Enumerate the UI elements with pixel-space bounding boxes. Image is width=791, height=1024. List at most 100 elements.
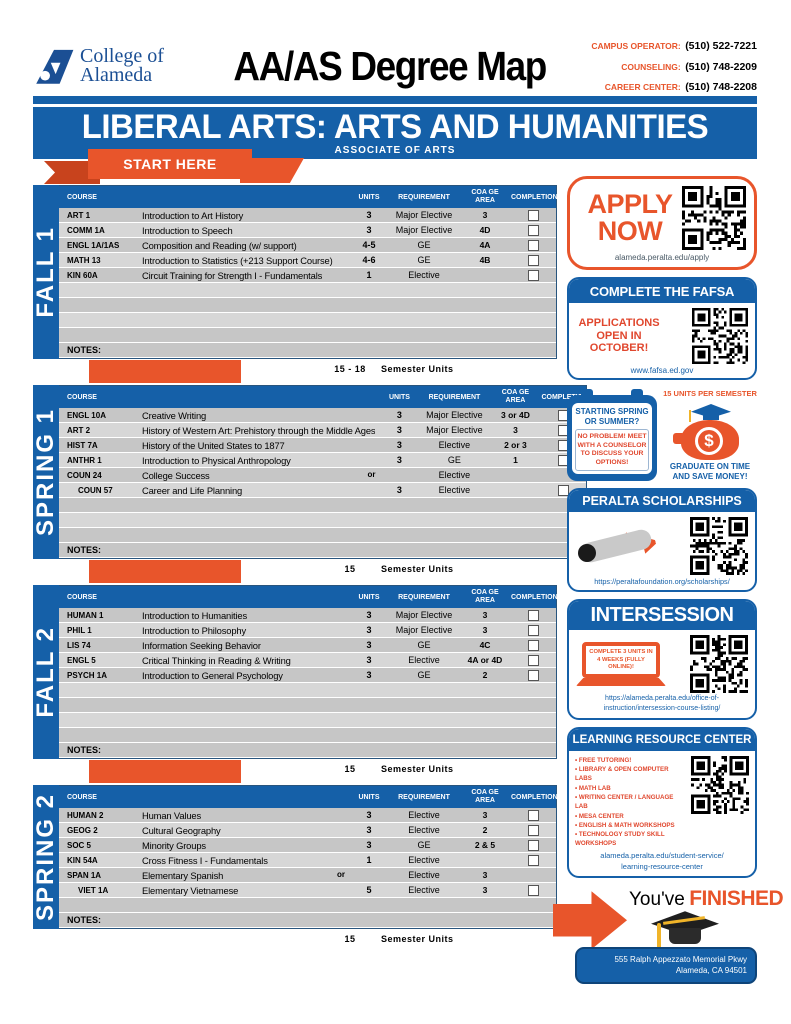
info-cards-column: APPLY NOW alameda.peralta.edu/apply COMP…	[553, 176, 784, 985]
completion-checkbox[interactable]	[528, 839, 539, 851]
completion-checkbox[interactable]	[558, 484, 570, 496]
course-requirement: GE	[417, 670, 431, 680]
completion-checkbox[interactable]	[528, 254, 539, 266]
fall-1-section: FALL 1 COURSE UNITS REQUIREMENT COA GE AR…	[32, 185, 558, 385]
completion-checkbox[interactable]	[528, 609, 539, 621]
arrow-right-icon	[553, 891, 627, 950]
table-header: COURSE UNITS REQUIREMENT COA GE AREA COMP…	[59, 786, 558, 808]
qr-code-icon	[692, 308, 748, 364]
spring-2-footer: 15 Semester Units	[33, 929, 557, 955]
semester-units-suffix: Semester Units	[381, 934, 454, 944]
completion-checkbox[interactable]	[528, 854, 539, 866]
course-column-header: COURSE	[67, 593, 97, 601]
completion-checkbox[interactable]	[528, 269, 539, 281]
orange-accent-block	[89, 360, 241, 383]
table-header: COURSE UNITS REQUIREMENT COA GE AREA COMP…	[59, 586, 558, 608]
course-title-cell: Critical Thinking in Reading & Writing	[142, 655, 349, 666]
or-label: or	[367, 469, 376, 479]
course-title-cell: Introduction to Speech	[142, 225, 349, 236]
finished-prefix: You've	[629, 889, 685, 911]
completion-cell	[511, 224, 556, 236]
course-row: LIS 74 Information Seeking Behavior 3 GE…	[59, 638, 556, 652]
course-area: 2	[482, 670, 488, 680]
laptop-icon: COMPLETE 3 UNITS IN 4 WEEKS (FULLY ONLIN…	[576, 642, 666, 687]
piggy-bank-icon: $	[673, 402, 747, 460]
completion-checkbox[interactable]	[528, 824, 539, 836]
or-label: or	[337, 869, 345, 879]
counseling-info-section: STARTING SPRING OR SUMMER? NO PROBLEM! M…	[567, 387, 757, 482]
course-units: 3	[366, 625, 372, 635]
course-code: HUMAN 1	[67, 610, 104, 620]
course-area: 1	[513, 455, 518, 465]
requirement-column-header: REQUIREMENT	[398, 193, 450, 201]
completion-checkbox[interactable]	[528, 209, 539, 221]
contact-phone: (510) 748-2209	[685, 60, 757, 73]
header-divider	[33, 96, 757, 104]
course-area: 3	[482, 210, 488, 220]
table-header: COURSE UNITS REQUIREMENT COA GE AREA COMP…	[59, 186, 558, 208]
course-requirement: Elective	[408, 655, 440, 665]
completion-checkbox[interactable]	[528, 224, 539, 236]
empty-row	[59, 728, 556, 742]
course-title-cell: Elementary Spanish or	[142, 870, 349, 881]
completion-checkbox[interactable]	[528, 884, 539, 896]
empty-row	[59, 898, 556, 912]
units-column-header: UNITS	[358, 193, 380, 201]
completion-checkbox[interactable]	[528, 669, 539, 681]
empty-row	[59, 298, 556, 312]
semester-units-suffix: Semester Units	[381, 564, 454, 574]
completion-cell	[511, 269, 556, 281]
course-title-cell: Composition and Reading (w/ support)	[142, 240, 349, 251]
diploma-icon	[576, 522, 660, 570]
course-code: HUMAN 2	[67, 810, 104, 820]
qr-code-icon	[682, 186, 746, 250]
empty-row	[59, 313, 556, 327]
course-units: 3	[396, 485, 402, 495]
empty-row	[59, 528, 587, 542]
course-row: SOC 5 Minority Groups 3 GE 2 & 5	[59, 838, 556, 852]
college-logo-icon	[36, 49, 74, 84]
header: College of Alameda AA/AS Degree Map CAMP…	[33, 40, 757, 93]
learning-resource-center-card: LEARNING RESOURCE CENTER FREE TUTORING!L…	[567, 726, 757, 879]
college-logo: College of Alameda	[33, 46, 216, 86]
completion-checkbox[interactable]	[528, 239, 539, 251]
course-units: 3	[366, 810, 372, 820]
course-requirement: Elective	[438, 485, 471, 495]
course-units: 3	[396, 425, 402, 435]
course-code: SOC 5	[67, 840, 92, 850]
graduate-on-time-note: GRADUATE ON TIME AND SAVE MONEY!	[669, 462, 751, 481]
semester-label: FALL 2	[32, 626, 59, 718]
course-area: 3	[482, 885, 488, 895]
apply-url: alameda.peralta.edu/apply	[614, 253, 710, 262]
apply-now-title: APPLY NOW	[587, 189, 673, 246]
course-column-header: COURSE	[67, 393, 97, 401]
lrc-bullet: WRITING CENTER / LANGUAGE LAB	[575, 793, 675, 812]
course-area: 4C	[479, 640, 491, 650]
course-code: GEOG 2	[67, 825, 98, 835]
semester-units-total: 15 - 18	[334, 364, 366, 374]
completion-checkbox[interactable]	[528, 654, 539, 666]
completion-checkbox[interactable]	[528, 639, 539, 651]
course-units: 4-6	[362, 255, 376, 265]
scholarships-url: https://peraltafoundation.org/scholarshi…	[594, 577, 730, 587]
completion-checkbox[interactable]	[528, 809, 539, 821]
fafsa-url: www.fafsa.ed.gov	[630, 366, 694, 375]
intersession-message: COMPLETE 3 UNITS IN 4 WEEKS (FULLY ONLIN…	[582, 642, 660, 679]
completion-cell	[511, 639, 556, 651]
semester-units-suffix: Semester Units	[381, 764, 454, 774]
course-units: 3	[366, 225, 372, 235]
course-code: ENGL 10A	[67, 410, 106, 420]
scholarships-card: PERALTA SCHOLARSHIPS https://peraltafoun…	[567, 488, 757, 593]
career-center-contact: CAREER CENTER: (510) 748-2208	[564, 76, 757, 97]
course-requirement: Major Elective	[395, 610, 453, 620]
course-row: HIST 7A History of the United States to …	[59, 438, 587, 452]
completion-checkbox[interactable]	[528, 624, 539, 636]
qr-code-icon	[691, 755, 749, 814]
course-title-cell: History of the United States to 1877	[142, 440, 379, 451]
coa-ge-area-column-header: COA GE AREA	[501, 388, 530, 404]
completion-cell	[511, 854, 556, 866]
fafsa-card-title: COMPLETE THE FAFSA	[569, 279, 755, 303]
course-area: 4A or 4D	[467, 655, 503, 665]
completion-cell	[511, 254, 556, 266]
